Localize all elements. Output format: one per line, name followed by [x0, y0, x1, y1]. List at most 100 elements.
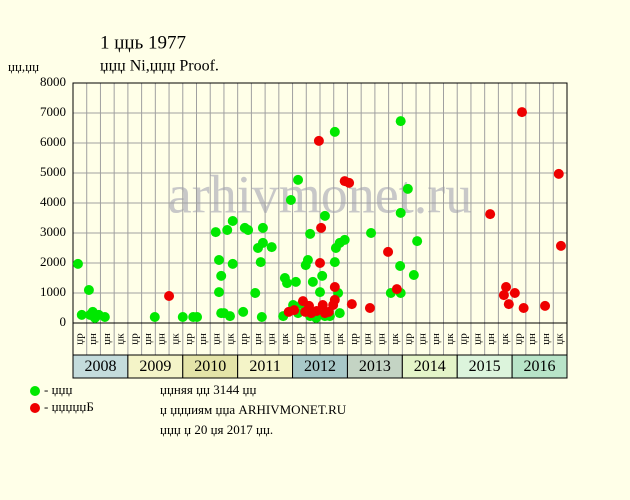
- quarter-label: џк: [279, 333, 291, 345]
- point: [329, 282, 340, 292]
- point: [315, 287, 325, 298]
- y-tick-label: 5000: [40, 164, 66, 179]
- point: [227, 216, 238, 226]
- quarter-label: џн: [307, 333, 319, 345]
- plot-border: [72, 82, 568, 379]
- quarter-label: џн: [211, 333, 223, 345]
- note: џ џџџиям џџа ARHIVMONET.RU: [160, 402, 347, 417]
- quarter-label: џн: [540, 333, 552, 345]
- chart-title: 1 џџь 1977: [100, 32, 186, 53]
- point: [498, 290, 509, 301]
- y-tick-label: 1000: [40, 284, 66, 299]
- point: [329, 257, 340, 268]
- point: [501, 282, 512, 292]
- point: [99, 312, 110, 322]
- point: [222, 225, 233, 235]
- point: [402, 183, 413, 194]
- point: [329, 126, 340, 137]
- y-tick-label: 2000: [40, 254, 66, 269]
- point: [319, 210, 330, 221]
- quarter-label: џн: [320, 333, 332, 345]
- point: [255, 257, 266, 268]
- point: [395, 207, 406, 218]
- point: [315, 258, 325, 268]
- point: [395, 116, 406, 127]
- year-label: 2009: [139, 358, 171, 375]
- point: [344, 177, 355, 188]
- chart-subtitle: џџџ Ni,џџџ Proof.: [100, 58, 219, 75]
- point: [238, 306, 249, 317]
- y-axis-label: џџ,џџ: [8, 59, 39, 74]
- point: [192, 312, 203, 322]
- point: [266, 242, 277, 253]
- quarter-label: џн: [142, 333, 154, 345]
- quarter-label: џр: [238, 333, 250, 345]
- quarter-label: џк: [389, 333, 401, 345]
- quarter-label: џр: [513, 333, 525, 345]
- quarter-label: џр: [293, 333, 305, 345]
- point: [289, 305, 300, 316]
- point: [317, 270, 328, 281]
- year-label: 2016: [524, 358, 556, 375]
- quarter-label: џн: [252, 333, 264, 345]
- point: [302, 255, 313, 265]
- y-tick-label: 0: [60, 314, 67, 329]
- quarter-label: џк: [224, 333, 236, 345]
- point: [256, 312, 267, 322]
- point: [516, 107, 527, 118]
- quarter-label: џн: [362, 333, 374, 345]
- point: [227, 258, 238, 269]
- quarter-label: џк: [334, 333, 346, 345]
- quarter-label: џн: [375, 333, 387, 345]
- point: [257, 237, 268, 248]
- quarter-label: џн: [485, 333, 497, 345]
- point: [553, 168, 564, 179]
- y-tick-label: 3000: [40, 224, 66, 239]
- quarter-label: џн: [101, 333, 113, 345]
- quarter-label: џр: [183, 333, 195, 345]
- point: [307, 276, 318, 287]
- quarter-label: џн: [87, 333, 99, 345]
- point: [383, 246, 394, 257]
- point: [316, 222, 327, 233]
- point: [214, 287, 225, 298]
- quarter-label: џн: [197, 333, 209, 345]
- quarter-label: џк: [499, 333, 511, 345]
- quarter-label: џн: [471, 333, 483, 345]
- year-label: 2012: [304, 358, 336, 375]
- quarter-label: џн: [156, 333, 168, 345]
- note: џџџ џ 20 џя 2017 џџ.: [160, 422, 273, 437]
- year-label: 2014: [414, 358, 446, 375]
- point: [339, 234, 350, 245]
- point: [250, 288, 261, 298]
- point: [282, 278, 293, 289]
- point: [285, 195, 296, 205]
- point: [290, 276, 301, 287]
- point: [72, 258, 83, 269]
- quarter-label: џр: [128, 333, 140, 345]
- year-label: 2011: [249, 358, 280, 375]
- quarter-label: џр: [458, 333, 470, 345]
- point: [305, 228, 316, 239]
- point: [243, 225, 254, 235]
- quarter-label: џр: [403, 333, 415, 345]
- point: [334, 308, 345, 319]
- point: [313, 135, 324, 146]
- point: [485, 209, 496, 220]
- quarter-label: џр: [348, 333, 360, 345]
- note: џџняя џџ 3144 џџ: [160, 382, 256, 397]
- point: [329, 294, 340, 305]
- point: [83, 285, 94, 295]
- point: [149, 312, 160, 322]
- point: [257, 222, 268, 233]
- y-tick-label: 8000: [40, 74, 66, 89]
- point: [216, 270, 227, 281]
- legend-label: - џџџ: [44, 382, 72, 397]
- quarter-label: џк: [444, 333, 456, 345]
- y-tick-label: 6000: [40, 134, 66, 149]
- point: [503, 299, 514, 310]
- point: [391, 284, 402, 295]
- point: [164, 291, 175, 301]
- point: [366, 228, 377, 238]
